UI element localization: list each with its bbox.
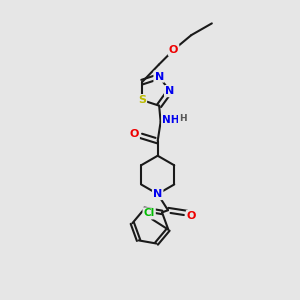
Text: N: N (165, 86, 174, 96)
Text: Cl: Cl (143, 208, 155, 218)
Text: N: N (154, 71, 164, 82)
Text: N: N (153, 189, 162, 199)
Text: O: O (169, 45, 178, 55)
Text: NH: NH (162, 116, 180, 125)
Text: O: O (129, 129, 139, 139)
Text: O: O (187, 211, 196, 221)
Text: H: H (179, 114, 187, 123)
Text: S: S (138, 95, 146, 105)
